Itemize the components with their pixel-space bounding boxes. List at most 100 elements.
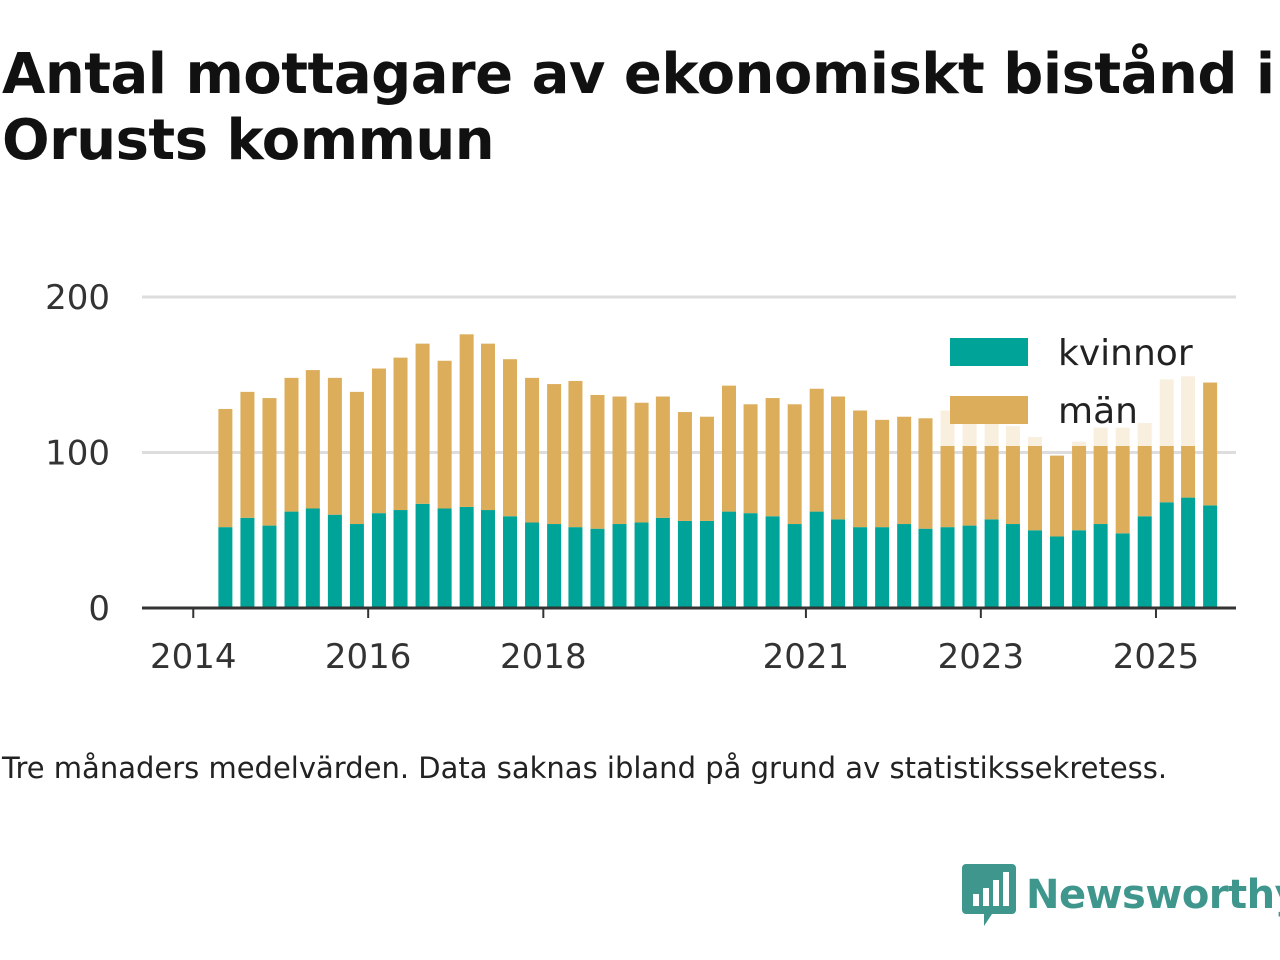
bar-man	[1115, 427, 1130, 534]
bar-man	[809, 388, 824, 512]
bar-man	[612, 396, 627, 525]
legend-swatch	[950, 338, 1028, 366]
bar-kvinnor	[590, 528, 605, 608]
bar-man	[393, 357, 408, 511]
bar-man	[284, 377, 299, 512]
bar-kvinnor	[568, 527, 583, 608]
bar-man	[305, 370, 320, 509]
x-tick-label: 2025	[1113, 637, 1200, 677]
bar-kvinnor	[1115, 533, 1130, 608]
bar-kvinnor	[525, 522, 540, 608]
bar-kvinnor	[480, 510, 495, 608]
bar-kvinnor	[765, 516, 780, 608]
bar-man	[853, 410, 868, 528]
bar-man	[218, 408, 233, 528]
bar-man	[240, 391, 255, 518]
bar-kvinnor	[1203, 505, 1218, 608]
bar-man	[1027, 436, 1042, 531]
bar-man	[831, 396, 846, 520]
bar-man	[1203, 382, 1218, 506]
bar-kvinnor	[437, 508, 452, 608]
x-tick-label: 2014	[150, 637, 237, 677]
bar-man	[743, 404, 758, 514]
bar-man	[349, 391, 364, 525]
bar-man	[459, 334, 474, 507]
bar-man	[677, 412, 692, 521]
bar-kvinnor	[1005, 524, 1020, 608]
x-tick-label: 2016	[325, 637, 412, 677]
bar-man	[1072, 441, 1087, 531]
bar-kvinnor	[1050, 536, 1065, 608]
bar-kvinnor	[1159, 502, 1174, 608]
bar-man	[327, 377, 342, 515]
legend-swatch	[950, 396, 1028, 424]
bar-man	[547, 384, 562, 525]
bar-man	[634, 402, 649, 523]
bar-kvinnor	[875, 527, 890, 608]
bar-man	[437, 360, 452, 509]
bar-kvinnor	[918, 528, 933, 608]
bar-man	[262, 398, 277, 526]
bar-man	[765, 398, 780, 517]
bar-kvinnor	[1181, 497, 1196, 608]
bar-kvinnor	[1137, 516, 1152, 608]
bar-man	[525, 377, 540, 523]
bar-kvinnor	[831, 519, 846, 608]
legend-label: kvinnor	[1058, 333, 1193, 374]
bar-kvinnor	[547, 524, 562, 608]
bar-kvinnor	[415, 503, 430, 608]
bar-man	[415, 343, 430, 504]
bar-kvinnor	[240, 517, 255, 608]
bar-kvinnor	[853, 527, 868, 608]
bar-man	[897, 416, 912, 525]
chart-title: Antal mottagare av ekonomiskt bistånd i …	[2, 42, 1275, 173]
bar-kvinnor	[262, 525, 277, 608]
stacked-bar-chart: 0 100 200 2014 2016 2018 2021 2023 2025 kvinnor m…	[45, 278, 1236, 677]
bar-man	[1005, 426, 1020, 525]
bars	[218, 334, 1218, 608]
bar-man	[962, 421, 977, 526]
bar-kvinnor	[962, 525, 977, 608]
chart-caption: Tre månaders medelvärden. Data saknas ib…	[2, 751, 1168, 785]
bar-kvinnor	[349, 524, 364, 608]
y-tick-label: 100	[45, 434, 110, 474]
bar-kvinnor	[1027, 530, 1042, 608]
x-tick-label: 2021	[763, 637, 850, 677]
bar-kvinnor	[722, 511, 737, 608]
bar-man	[371, 368, 386, 514]
bar-man	[655, 396, 670, 518]
y-tick-label: 200	[45, 278, 110, 318]
bar-kvinnor	[503, 516, 518, 608]
bar-kvinnor	[655, 517, 670, 608]
bar-kvinnor	[677, 520, 692, 608]
bar-kvinnor	[897, 524, 912, 608]
bar-man	[503, 359, 518, 517]
bar-kvinnor	[393, 510, 408, 608]
bar-kvinnor	[984, 519, 999, 608]
bar-man	[1137, 422, 1152, 517]
bar-kvinnor	[743, 513, 758, 608]
bar-kvinnor	[218, 527, 233, 608]
brand-logo[interactable]: Newsworthy	[962, 862, 1280, 928]
brand-name: Newsworthy	[1026, 872, 1280, 918]
y-tick-label: 0	[88, 589, 110, 629]
bar-kvinnor	[459, 506, 474, 608]
bar-kvinnor	[699, 520, 714, 608]
bar-man	[875, 419, 890, 528]
bar-man	[699, 416, 714, 521]
bar-man	[787, 404, 802, 525]
bar-man	[568, 380, 583, 528]
x-tick-label: 2023	[938, 637, 1025, 677]
bar-kvinnor	[940, 527, 955, 608]
bar-kvinnor	[787, 524, 802, 608]
bar-man	[1093, 427, 1108, 525]
bar-man	[590, 394, 605, 529]
bar-kvinnor	[809, 511, 824, 608]
bar-kvinnor	[634, 522, 649, 608]
bar-kvinnor	[327, 514, 342, 608]
bar-man	[918, 418, 933, 529]
legend: kvinnor män	[936, 330, 1198, 446]
axes: 0 100 200 2014 2016 2018 2021 2023 2025	[45, 278, 1236, 677]
newsworthy-logo-icon	[962, 864, 1016, 926]
bar-kvinnor	[305, 508, 320, 608]
